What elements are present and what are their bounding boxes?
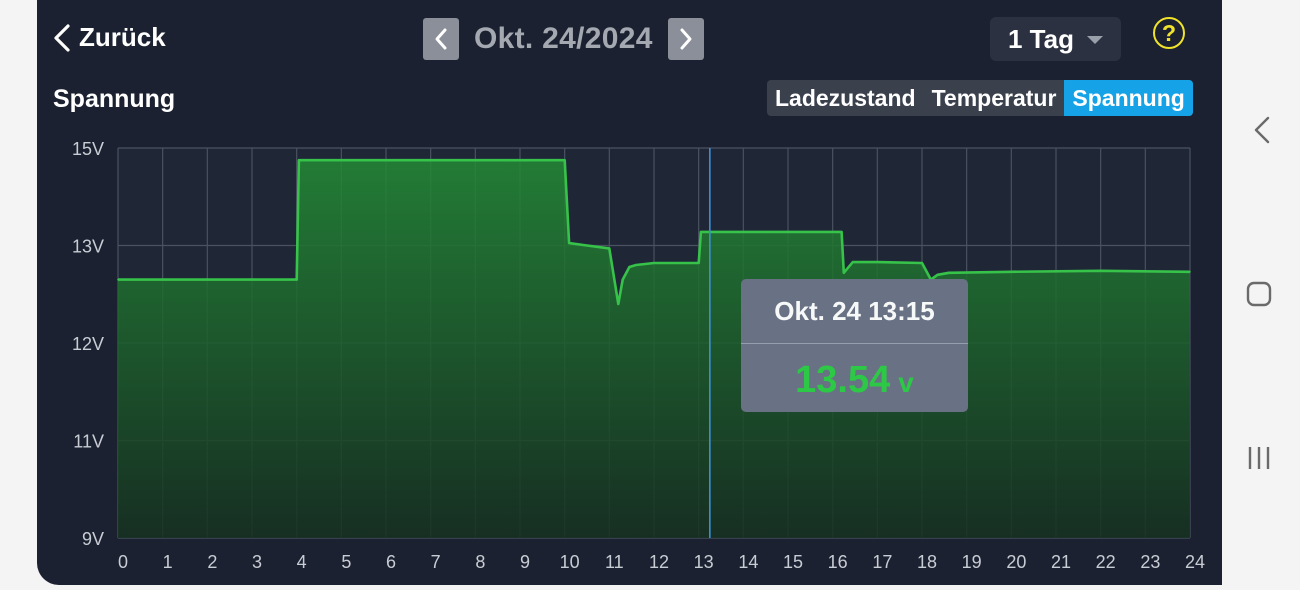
x-tick-label: 5 — [341, 552, 351, 572]
help-icon[interactable]: ? — [1153, 17, 1185, 49]
voltage-point — [568, 242, 570, 244]
voltage-point — [1099, 270, 1102, 272]
voltage-point — [586, 244, 588, 247]
x-tick-label: 11 — [605, 552, 624, 572]
x-tick-label: 19 — [962, 552, 982, 572]
y-tick-label: 13V — [72, 237, 104, 257]
current-date: Okt. 24/2024 — [474, 22, 653, 55]
x-tick-label: 8 — [475, 552, 485, 572]
voltage-point — [608, 247, 611, 250]
system-nav-icons — [1246, 116, 1272, 469]
system-home-icon[interactable] — [1246, 281, 1272, 307]
system-back-icon[interactable] — [1254, 116, 1270, 144]
x-tick-label: 16 — [828, 552, 848, 572]
voltage-point — [1189, 271, 1191, 273]
x-tick-label: 0 — [118, 552, 128, 572]
voltage-point — [617, 303, 620, 305]
chevron-right-icon — [680, 28, 692, 50]
x-tick-label: 2 — [207, 552, 217, 572]
x-tick-label: 20 — [1006, 552, 1026, 572]
voltage-point — [563, 159, 566, 161]
back-label: Zurück — [79, 22, 166, 52]
tooltip-value: 13.54 — [795, 359, 891, 401]
voltage-point — [635, 264, 637, 266]
previous-day-button[interactable] — [423, 18, 459, 60]
x-tick-label: 1 — [163, 552, 173, 572]
time-range-value: 1 Tag — [1008, 23, 1074, 54]
x-tick-label: 23 — [1140, 552, 1160, 572]
metric-tabs: Ladezustand Temperatur Spannung — [767, 80, 1193, 116]
x-tick-label: 3 — [252, 552, 262, 572]
voltage-point — [936, 274, 939, 276]
section-title: Spannung — [53, 85, 176, 113]
system-navigation-bar — [1222, 0, 1300, 585]
y-tick-label: 15V — [72, 139, 104, 159]
tab-ladezustand[interactable]: Ladezustand — [775, 85, 916, 111]
system-recents-icon[interactable] — [1248, 447, 1270, 469]
x-tick-label: 24 — [1185, 552, 1205, 572]
voltage-point — [1010, 271, 1013, 273]
x-tick-label: 17 — [872, 552, 892, 572]
voltage-point — [117, 278, 119, 281]
x-tick-label: 14 — [738, 552, 758, 572]
tooltip-time: Okt. 24 13:15 — [741, 279, 968, 344]
voltage-point — [298, 159, 300, 161]
x-tick-label: 21 — [1051, 552, 1071, 572]
voltage-point — [621, 278, 624, 281]
voltage-point — [628, 266, 631, 268]
voltage-point — [653, 262, 655, 264]
voltage-point — [921, 262, 923, 264]
next-day-button[interactable] — [667, 18, 704, 60]
tab-spannung[interactable]: Spannung — [1064, 80, 1193, 116]
voltage-point — [840, 231, 843, 233]
x-tick-label: 15 — [783, 552, 803, 572]
tooltip-value-row: 13.54 v — [741, 344, 968, 412]
caret-down-icon — [1087, 36, 1103, 44]
x-tick-label: 4 — [297, 552, 307, 572]
date-navigator: Okt. 24/2024 — [423, 18, 704, 60]
voltage-point — [700, 231, 702, 233]
voltage-point — [948, 272, 950, 274]
x-tick-label: 22 — [1096, 552, 1116, 572]
tooltip-unit: v — [898, 367, 914, 398]
x-tick-label: 7 — [431, 552, 441, 572]
chevron-left-icon — [54, 23, 70, 52]
y-tick-label: 11V — [73, 432, 104, 452]
y-tick-label: 12V — [72, 334, 104, 354]
x-tick-label: 18 — [917, 552, 937, 572]
voltage-area — [118, 160, 1190, 538]
time-range-dropdown[interactable]: 1 Tag — [990, 17, 1121, 61]
voltage-point — [295, 278, 298, 281]
tab-temperatur[interactable]: Temperatur — [931, 85, 1057, 111]
y-tick-label: 9V — [82, 529, 104, 549]
x-tick-label: 9 — [520, 552, 530, 572]
back-button[interactable]: Zurück — [51, 22, 166, 53]
x-tick-label: 13 — [694, 552, 714, 572]
voltage-point — [852, 261, 854, 263]
chart-tooltip: Okt. 24 13:15 13.54 v — [741, 279, 968, 412]
x-tick-label: 6 — [386, 552, 396, 572]
chevron-left-icon — [435, 28, 447, 50]
voltage-point — [876, 261, 879, 263]
voltage-point — [697, 262, 700, 264]
app-screen: Zurück Okt. 24/2024 1 Tag ? Spannung Lad… — [37, 0, 1222, 585]
voltage-point — [843, 272, 845, 274]
x-tick-label: 10 — [560, 552, 580, 572]
x-tick-label: 12 — [649, 552, 669, 572]
chart-area — [117, 158, 1191, 538]
